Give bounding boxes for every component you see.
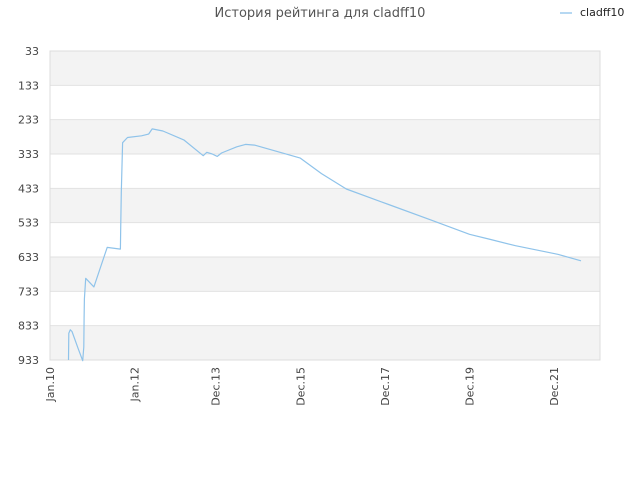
- grid-band: [50, 51, 600, 86]
- y-tick-label: 933: [18, 354, 39, 367]
- grid-bands: [50, 51, 600, 360]
- plot-frame: [49, 50, 601, 361]
- legend: cladff10: [560, 6, 624, 19]
- series-layer: [67, 128, 582, 362]
- y-tick-label: 333: [18, 148, 39, 161]
- grid-band: [50, 188, 600, 223]
- grid-band: [50, 257, 600, 292]
- y-tick-label: 833: [18, 320, 39, 333]
- x-tick-label: Jan.12: [129, 367, 142, 402]
- x-tick-label: Dec.21: [548, 367, 561, 406]
- y-tick-label: 633: [18, 251, 39, 264]
- y-axis-ticks: 33 133 233 333 433 533 633 733 833 933: [18, 45, 39, 367]
- y-tick-label: 133: [18, 79, 39, 92]
- x-tick-label: Jan.10: [44, 367, 57, 402]
- legend-label-cladff10: cladff10: [580, 6, 624, 19]
- grid-lines: [50, 84, 600, 327]
- grid-band: [50, 119, 600, 154]
- y-tick-label: 33: [25, 45, 39, 58]
- chart-title: История рейтинга для cladff10: [215, 6, 426, 21]
- x-axis-ticks: Jan.10 Jan.12 Dec.13 Dec.15 Dec.17 Dec.19 Dec.…: [44, 367, 561, 406]
- y-tick-label: 233: [18, 114, 39, 127]
- x-tick-label: Dec.19: [464, 367, 477, 406]
- x-tick-label: Dec.17: [379, 367, 392, 406]
- series-line-cladff10: [67, 128, 582, 362]
- y-tick-label: 533: [18, 217, 39, 230]
- x-tick-label: Dec.13: [210, 367, 223, 406]
- x-tick-label: Dec.15: [294, 367, 307, 406]
- y-tick-label: 733: [18, 285, 39, 298]
- y-tick-label: 433: [18, 182, 39, 195]
- grid-band: [50, 325, 600, 360]
